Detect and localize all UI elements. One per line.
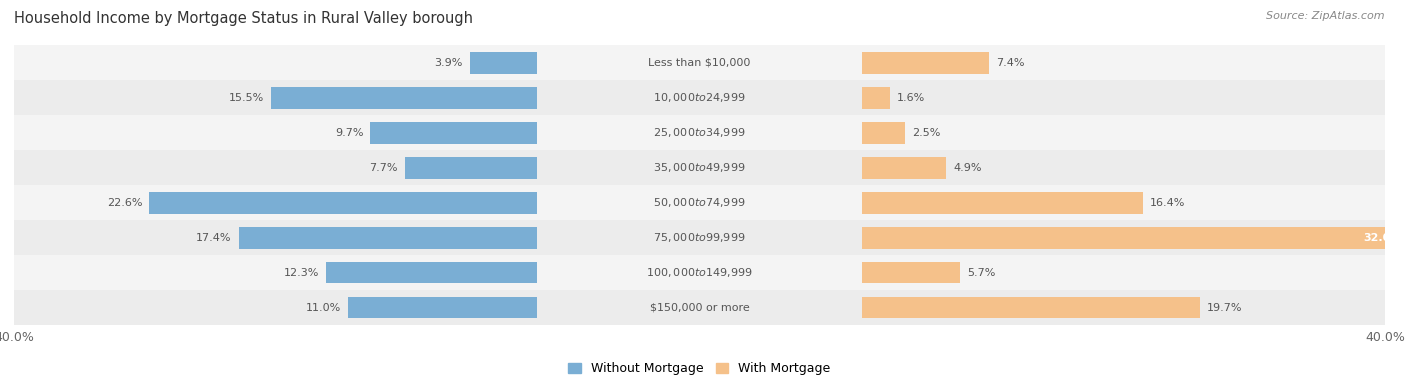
Text: $100,000 to $149,999: $100,000 to $149,999 [647,266,752,279]
Bar [862,122,905,144]
Text: $50,000 to $74,999: $50,000 to $74,999 [654,196,745,209]
Text: 12.3%: 12.3% [284,268,319,277]
Bar [349,297,537,318]
Legend: Without Mortgage, With Mortgage: Without Mortgage, With Mortgage [564,357,835,378]
Text: Household Income by Mortgage Status in Rural Valley borough: Household Income by Mortgage Status in R… [14,11,472,26]
Text: 15.5%: 15.5% [229,93,264,103]
Text: 9.7%: 9.7% [335,128,364,138]
Bar [862,262,960,284]
Text: 32.0%: 32.0% [1364,233,1402,243]
Bar [14,115,1385,150]
Text: $25,000 to $34,999: $25,000 to $34,999 [654,126,745,139]
Bar [405,157,537,178]
Bar [862,52,988,74]
Bar [470,52,537,74]
Bar [14,45,1385,81]
Text: 1.6%: 1.6% [897,93,925,103]
Bar [14,150,1385,185]
Text: 19.7%: 19.7% [1206,303,1241,313]
Bar [14,185,1385,220]
Bar [862,192,1143,214]
Text: 16.4%: 16.4% [1150,198,1185,208]
Bar [14,290,1385,325]
Bar [862,297,1199,318]
Text: Source: ZipAtlas.com: Source: ZipAtlas.com [1267,11,1385,21]
Bar [862,87,890,108]
Bar [371,122,537,144]
Bar [862,157,946,178]
Text: $10,000 to $24,999: $10,000 to $24,999 [654,91,745,104]
Bar [14,220,1385,255]
Bar [14,81,1385,115]
Text: $35,000 to $49,999: $35,000 to $49,999 [654,161,745,174]
Text: Less than $10,000: Less than $10,000 [648,58,751,68]
Text: $150,000 or more: $150,000 or more [650,303,749,313]
Bar [149,192,537,214]
Text: 17.4%: 17.4% [197,233,232,243]
Text: 11.0%: 11.0% [307,303,342,313]
Text: 5.7%: 5.7% [967,268,995,277]
Text: 7.4%: 7.4% [995,58,1025,68]
Bar [326,262,537,284]
Bar [239,227,537,248]
Text: 2.5%: 2.5% [912,128,941,138]
Text: 3.9%: 3.9% [434,58,463,68]
Text: 22.6%: 22.6% [107,198,142,208]
Bar [862,227,1406,248]
Text: 7.7%: 7.7% [370,163,398,173]
Text: $75,000 to $99,999: $75,000 to $99,999 [654,231,745,244]
Bar [271,87,537,108]
Bar [14,255,1385,290]
Text: 4.9%: 4.9% [953,163,981,173]
